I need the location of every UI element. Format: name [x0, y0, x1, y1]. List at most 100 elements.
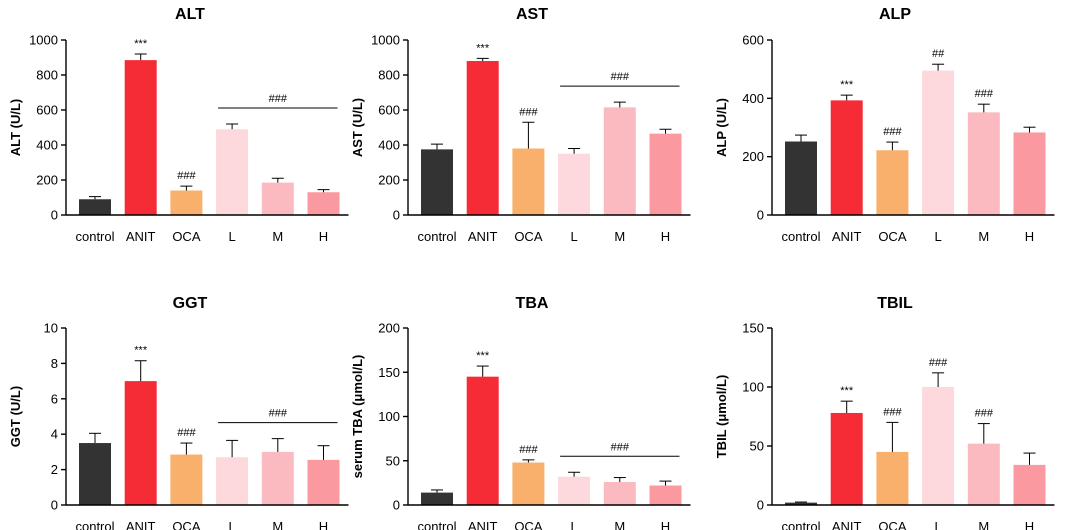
- x-tick-label-h: H: [1025, 229, 1034, 244]
- x-tick-label-l: L: [228, 229, 235, 244]
- bar-oca: [170, 190, 203, 215]
- x-tick-label-l: L: [570, 229, 577, 244]
- y-tick-label: 2: [51, 462, 58, 477]
- significance-m: ###: [975, 408, 994, 420]
- x-tick-label-anit: ANIT: [832, 519, 862, 530]
- y-axis-label: ALP (U/L): [714, 98, 729, 157]
- bar-anit: [830, 100, 863, 215]
- bar-m: [967, 443, 1000, 505]
- bar-h: [649, 485, 682, 505]
- bar-anit: [466, 61, 499, 215]
- bar-control: [785, 141, 817, 215]
- x-tick-label-oca: OCA: [878, 229, 907, 244]
- x-tick-label-oca: OCA: [514, 229, 543, 244]
- chart-panel-tba: TBA serum TBA (μmol/L) control ANIT *** OCA ##…: [350, 295, 691, 530]
- x-tick-label-m: M: [614, 519, 625, 530]
- x-tick-label-control: control: [781, 229, 820, 244]
- significance-anit: ***: [840, 385, 854, 397]
- y-tick-label: 600: [378, 103, 400, 118]
- y-axis-label: AST (U/L): [350, 98, 365, 157]
- bar-control: [421, 149, 453, 215]
- x-tick-label-anit: ANIT: [832, 229, 862, 244]
- significance-oca: ###: [883, 406, 902, 418]
- y-tick-label: 200: [36, 173, 58, 188]
- y-tick-label: 0: [393, 208, 400, 223]
- x-tick-label-l: L: [228, 519, 235, 530]
- significance-anit: ***: [476, 42, 490, 54]
- y-tick-label: 400: [36, 138, 58, 153]
- y-tick-label: 800: [378, 68, 400, 83]
- x-tick-label-anit: ANIT: [126, 519, 156, 530]
- x-tick-label-control: control: [75, 229, 114, 244]
- x-tick-label-h: H: [319, 519, 328, 530]
- x-tick-label-anit: ANIT: [468, 519, 498, 530]
- bar-l: [216, 129, 249, 215]
- x-tick-label-oca: OCA: [878, 519, 907, 530]
- bar-oca: [512, 148, 545, 215]
- bar-m: [261, 182, 294, 215]
- y-tick-label: 150: [378, 365, 400, 380]
- y-tick-label: 100: [378, 409, 400, 424]
- bar-l: [558, 153, 591, 215]
- bar-control: [785, 502, 817, 505]
- x-tick-label-anit: ANIT: [468, 229, 498, 244]
- x-tick-label-m: M: [614, 229, 625, 244]
- chart-title: AST: [516, 6, 548, 23]
- significance-oca: ###: [519, 106, 538, 118]
- significance-l: ###: [929, 357, 948, 369]
- bar-oca: [876, 150, 909, 215]
- bar-anit: [466, 376, 499, 505]
- y-tick-label: 50: [386, 453, 400, 468]
- y-axis-label: ALT (U/L): [8, 99, 23, 157]
- chart-title: ALT: [175, 6, 205, 23]
- y-axis-label: GGT (U/L): [8, 386, 23, 447]
- x-tick-label-h: H: [661, 519, 670, 530]
- y-tick-label: 150: [742, 321, 764, 336]
- x-tick-label-oca: OCA: [172, 519, 201, 530]
- significance-oca: ###: [177, 427, 196, 439]
- significance-oca: ###: [177, 170, 196, 182]
- chart-panel-ast: AST AST (U/L) control ANIT *** OCA ### L M H ### 0 2…: [350, 6, 691, 244]
- x-tick-label-m: M: [272, 229, 283, 244]
- y-tick-label: 4: [51, 427, 58, 442]
- y-axis-label: serum TBA (μmol/L): [350, 355, 365, 479]
- bracket-label: ###: [611, 71, 630, 83]
- x-tick-label-control: control: [781, 519, 820, 530]
- bar-control: [421, 492, 453, 505]
- bar-h: [649, 133, 682, 215]
- significance-l: ##: [932, 48, 945, 60]
- bar-m: [603, 481, 636, 505]
- bar-h: [1013, 464, 1046, 505]
- bracket-label: ###: [611, 441, 630, 453]
- bar-m: [261, 451, 294, 505]
- significance-oca: ###: [883, 126, 902, 138]
- significance-anit: ***: [476, 350, 490, 362]
- bar-anit: [124, 60, 157, 215]
- bar-l: [558, 476, 591, 505]
- x-tick-label-control: control: [417, 229, 456, 244]
- bar-m: [967, 112, 1000, 215]
- x-tick-label-m: M: [978, 229, 989, 244]
- bar-control: [79, 443, 111, 505]
- bar-oca: [170, 454, 203, 505]
- y-tick-label: 6: [51, 391, 58, 406]
- bracket-label: ###: [269, 408, 288, 420]
- bar-m: [603, 107, 636, 215]
- chart-panel-ggt: GGT GGT (U/L) control ANIT *** OCA ### L M H ### 0 2…: [8, 295, 349, 530]
- x-tick-label-l: L: [934, 519, 941, 530]
- bar-oca: [512, 462, 545, 505]
- y-tick-label: 600: [742, 33, 764, 48]
- y-tick-label: 400: [742, 91, 764, 106]
- y-tick-label: 400: [378, 138, 400, 153]
- x-tick-label-anit: ANIT: [126, 229, 156, 244]
- x-tick-label-oca: OCA: [514, 519, 543, 530]
- bar-l: [922, 70, 955, 215]
- significance-anit: ***: [134, 345, 148, 357]
- y-tick-label: 8: [51, 356, 58, 371]
- bar-h: [307, 459, 340, 505]
- x-tick-label-control: control: [75, 519, 114, 530]
- chart-title: GGT: [173, 295, 208, 312]
- x-tick-label-l: L: [570, 519, 577, 530]
- significance-anit: ***: [840, 79, 854, 91]
